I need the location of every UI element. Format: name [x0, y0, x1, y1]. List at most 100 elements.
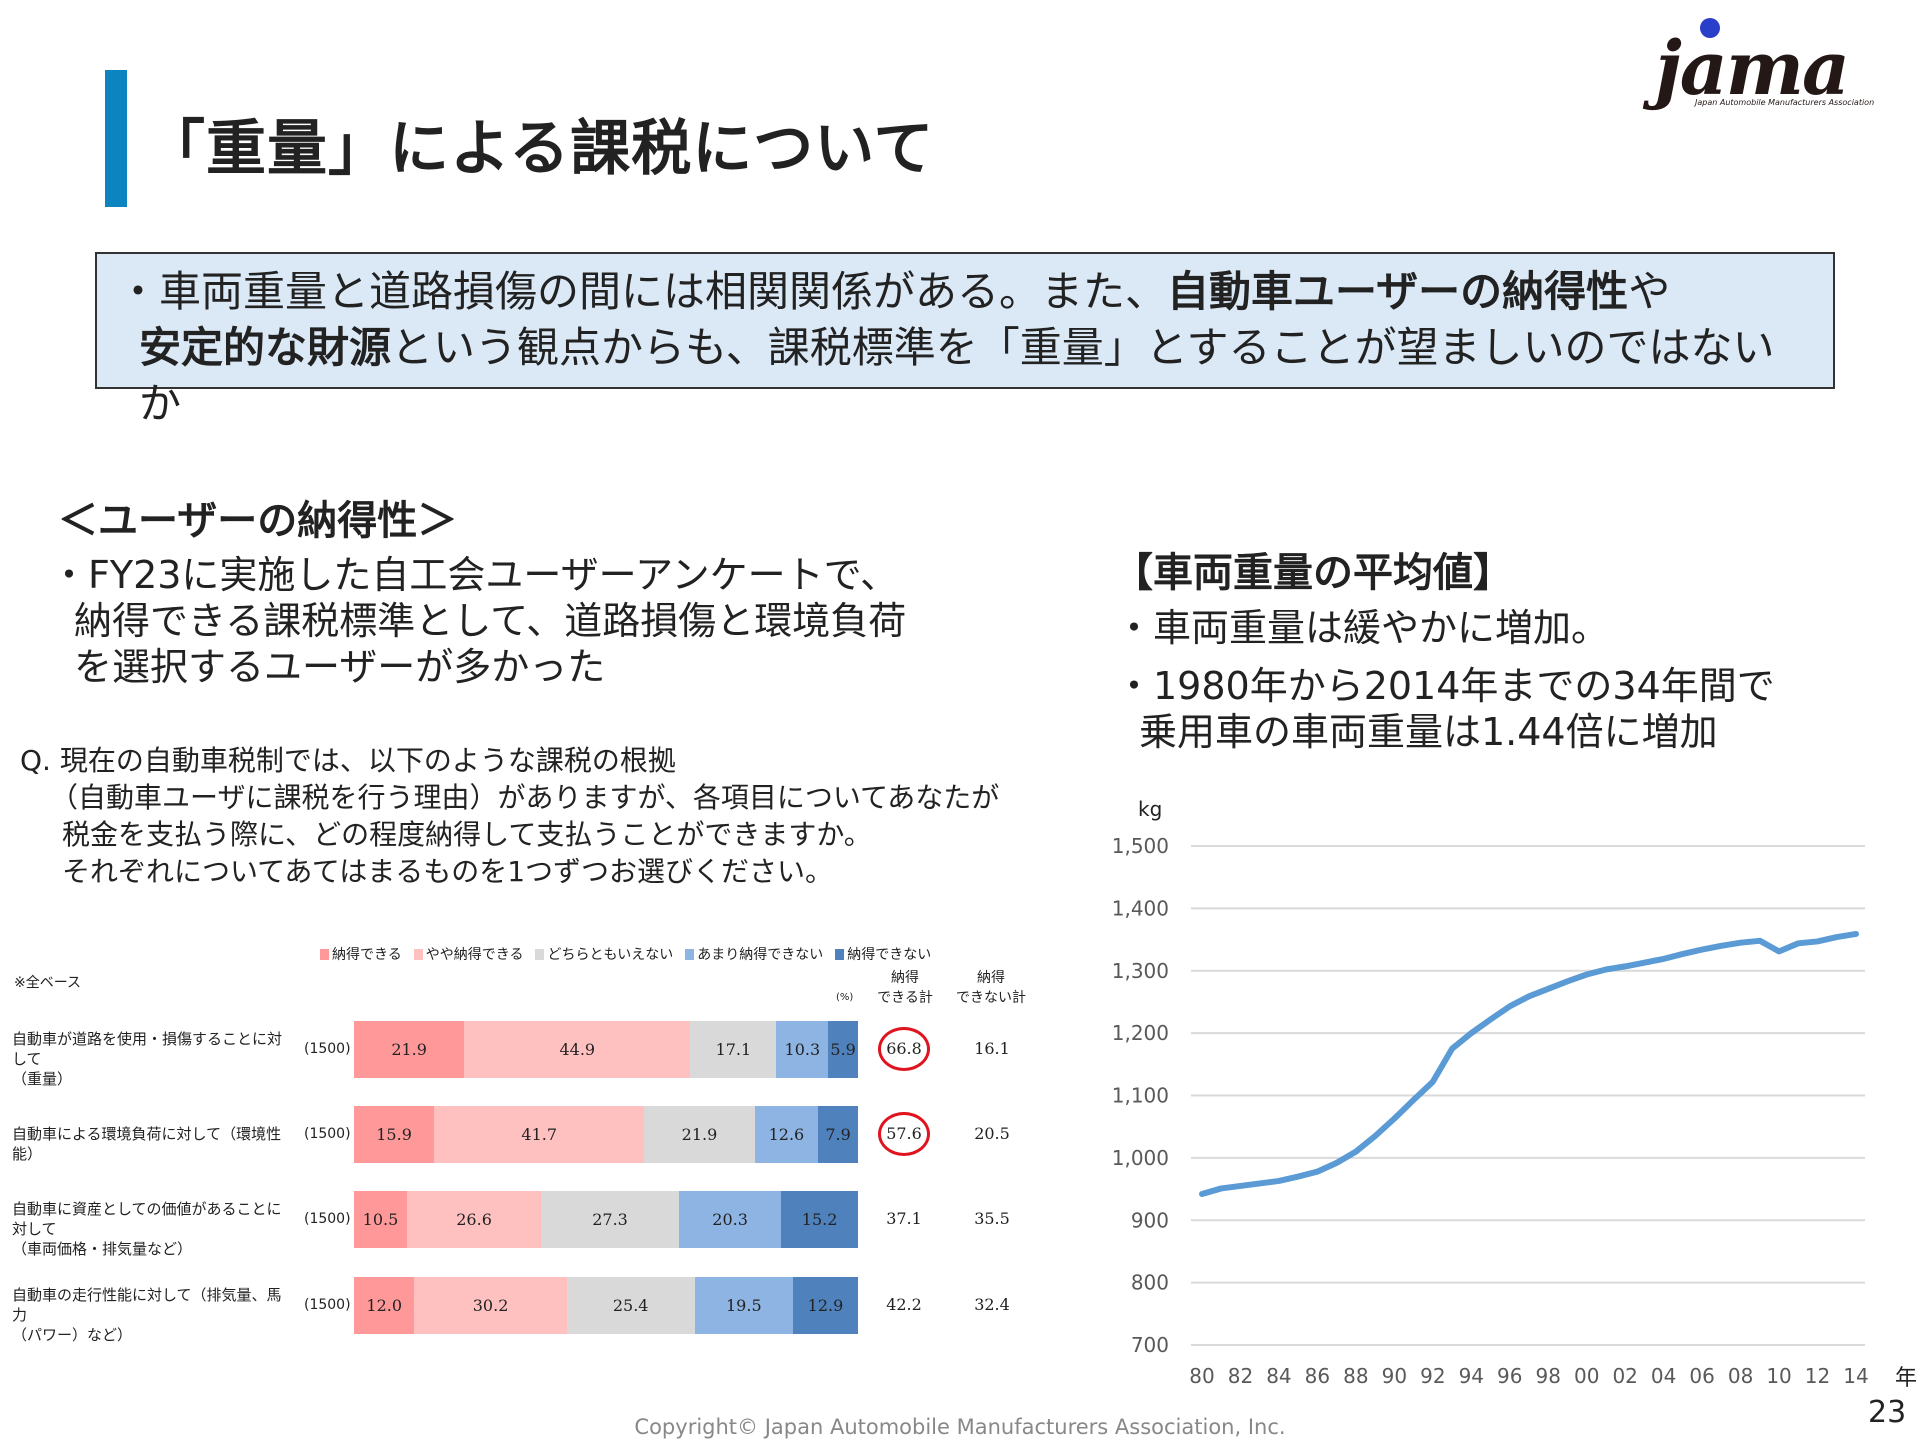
agree-total-header: 納得 できる計: [877, 970, 933, 1006]
category-line: （車両価格・排気量など）: [12, 1240, 193, 1258]
stacked-bar: 12.0 30.2 25.4 19.5 12.9: [354, 1277, 858, 1334]
bar-segment: 12.0: [354, 1277, 415, 1334]
y-tick-label: 1,400: [1112, 896, 1169, 920]
category-line: 自動車に資産としての価値があることに対して: [12, 1200, 282, 1238]
bar-segment: 10.3: [776, 1021, 829, 1078]
stacked-bar: 10.5 26.6 27.3 20.3 15.2: [354, 1191, 858, 1248]
vehicle-weight-line-chart: 700 800 900 1,000 1,100 1,200 1,300 1,400 1,500 8…: [1112, 797, 1917, 1391]
category-line: 自動車の走行性能に対して（排気量、馬力: [12, 1286, 282, 1324]
logo-subtitle: Japan Automobile Manufacturers Associati…: [1695, 98, 1875, 107]
jama-logo: jama Japan Automobile Manufacturers Asso…: [1655, 18, 1895, 113]
y-tick-label: 1,000: [1112, 1146, 1169, 1170]
category-line: （重量）: [12, 1070, 73, 1088]
x-tick-label: 88: [1343, 1364, 1368, 1388]
disagree-total: 20.5: [974, 1124, 1010, 1143]
question-line: 税金を支払う際に、どの程度納得して支払うことができますか。: [62, 818, 872, 851]
category-line: 自動車が道路を使用・損傷することに対して: [12, 1030, 283, 1068]
x-tick-label: 02: [1612, 1364, 1637, 1388]
category-line: 自動車による環境負荷に対して（環境性能）: [12, 1125, 282, 1163]
disagree-total-header: 納得 できない計: [956, 970, 1026, 1006]
base-note: ※全ベース: [14, 975, 82, 991]
bullet-line: ・1980年から2014年までの34年間で: [1115, 664, 1775, 708]
logo-dot-icon: [1700, 18, 1720, 38]
legend-label: あまり納得できない: [697, 947, 824, 963]
left-heading: ＜ユーザーの納得性＞: [58, 498, 458, 544]
legend-item: やや納得できる: [413, 944, 524, 964]
category-line: （パワー）など）: [12, 1326, 133, 1344]
legend-label: どちらともいえない: [547, 947, 674, 963]
left-bullet: ・FY23に実施した自工会ユーザーアンケートで、 納得できる課税標準として、道路…: [50, 552, 906, 690]
sample-size: (1500): [304, 1041, 351, 1057]
y-axis-label: kg: [1138, 797, 1162, 821]
bar-segment: 10.5: [354, 1191, 407, 1248]
question-line: それぞれについてあてはまるものを1つずつお選びください。: [62, 855, 834, 888]
x-tick-label: 96: [1497, 1364, 1522, 1388]
bar-segment: 44.9: [464, 1021, 691, 1078]
chart-legend: 納得できる やや納得できる どちらともいえない あまり納得できない 納得できない: [320, 944, 931, 964]
agree-total: 37.1: [886, 1209, 922, 1228]
x-tick-label: 90: [1382, 1364, 1407, 1388]
legend-label: やや納得できる: [425, 947, 524, 963]
agree-total: 57.6: [878, 1112, 930, 1156]
x-tick-label: 12: [1805, 1364, 1830, 1388]
stacked-bar: 15.9 41.7 21.9 12.6 7.9: [354, 1106, 858, 1163]
x-tick-label: 82: [1228, 1364, 1253, 1388]
summary-text: という観点からも、課税標準を「重量」とすることが望ましいのではないか: [139, 323, 1775, 428]
bar-category-label: 自動車が道路を使用・損傷することに対して （重量）: [12, 1029, 292, 1089]
bar-category-label: 自動車の走行性能に対して（排気量、馬力 （パワー）など）: [12, 1285, 292, 1345]
legend-item: どちらともいえない: [535, 944, 673, 964]
bar-segment: 15.9: [354, 1106, 435, 1163]
x-tick-label: 10: [1766, 1364, 1791, 1388]
sample-size: (1500): [304, 1126, 351, 1142]
weight-series-line: [1199, 930, 1859, 1198]
x-tick-label: 14: [1843, 1364, 1868, 1388]
summary-text: や: [1628, 267, 1671, 316]
x-tick-label: 92: [1420, 1364, 1445, 1388]
x-tick-label: 08: [1728, 1364, 1753, 1388]
legend-item: あまり納得できない: [685, 944, 823, 964]
bar-segment: 21.9: [644, 1106, 755, 1163]
legend-swatch: [320, 949, 329, 960]
summary-emphasis: 自動車ユーザーの納得性: [1167, 267, 1629, 316]
agree-total: 42.2: [886, 1295, 922, 1314]
bullet-line: 乗用車の車両重量は1.44倍に増加: [1139, 710, 1718, 754]
x-axis-label: 年: [1895, 1366, 1917, 1391]
bar-segment: 30.2: [414, 1277, 567, 1334]
agree-total: 66.8: [878, 1027, 930, 1071]
bar-segment: 12.9: [792, 1277, 858, 1334]
x-tick-label: 86: [1305, 1364, 1330, 1388]
bullet-line: ・車両重量は緩やかに増加。: [1115, 606, 1610, 650]
bar-segment: 25.4: [566, 1277, 695, 1334]
bar-category-label: 自動車に資産としての価値があることに対して （車両価格・排気量など）: [12, 1199, 292, 1259]
bar-segment: 17.1: [690, 1021, 777, 1078]
bullet-line: 納得できる課税標準として、道路損傷と環境負荷: [74, 599, 907, 643]
disagree-total: 32.4: [974, 1295, 1010, 1314]
sample-size: (1500): [304, 1211, 351, 1227]
bar-segment: 27.3: [541, 1191, 679, 1248]
bullet-line: を選択するユーザーが多かった: [74, 645, 606, 689]
x-tick-label: 04: [1651, 1364, 1676, 1388]
bar-segment: 5.9: [828, 1021, 858, 1078]
y-tick-label: 900: [1131, 1208, 1169, 1232]
legend-item: 納得できる: [320, 944, 402, 964]
legend-label: 納得できる: [332, 947, 402, 963]
x-tick-label: 98: [1536, 1364, 1561, 1388]
bar-segment: 20.3: [678, 1191, 782, 1248]
summary-box: ・車両重量と道路損傷の間には相関関係がある。また、自動車ユーザーの納得性や 安定…: [95, 252, 1835, 428]
bar-segment: 7.9: [818, 1106, 858, 1163]
bar-segment: 41.7: [434, 1106, 645, 1163]
question-line: Q. 現在の自動車税制では、以下のような課税の根拠: [20, 744, 676, 777]
right-heading: 【車両重量の平均値】: [1113, 550, 1513, 596]
legend-swatch: [535, 949, 545, 960]
y-tick-label: 1,100: [1112, 1084, 1169, 1108]
x-tick-label: 06: [1689, 1364, 1714, 1388]
legend-label: 納得できない: [847, 947, 932, 963]
x-tick-label: 94: [1459, 1364, 1484, 1388]
survey-question: Q. 現在の自動車税制では、以下のような課税の根拠 （自動車ユーザに課税を行う理…: [20, 742, 999, 890]
bar-segment: 15.2: [781, 1191, 858, 1248]
x-tick-label: 80: [1189, 1364, 1214, 1388]
sample-size: (1500): [304, 1297, 351, 1313]
copyright: Copyright© Japan Automobile Manufacturer…: [634, 1415, 1286, 1439]
bar-segment: 12.6: [754, 1106, 819, 1163]
bullet-line: ・FY23に実施した自工会ユーザーアンケートで、: [50, 553, 899, 597]
